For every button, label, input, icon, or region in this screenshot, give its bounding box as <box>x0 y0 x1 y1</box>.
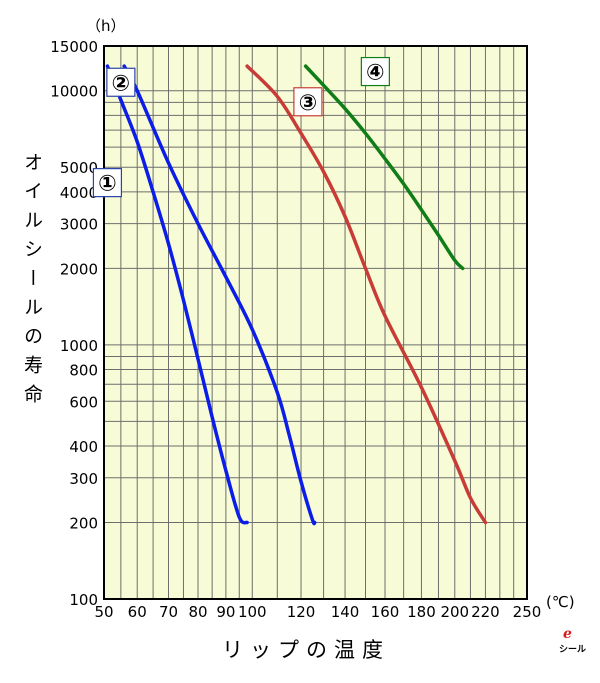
x-tick-label: 70 <box>159 603 178 621</box>
x-tick-label: 60 <box>128 603 147 621</box>
y-unit-label: （h） <box>86 17 126 35</box>
series-label: ③ <box>299 91 318 116</box>
logo-mark: e <box>563 626 572 642</box>
y-tick-label: 15000 <box>50 38 98 56</box>
y-tick-label: 1000 <box>60 337 98 355</box>
x-tick-label: 90 <box>216 603 235 621</box>
logo-text: シール <box>559 644 586 655</box>
series-line <box>303 64 465 271</box>
y-tick-label: 300 <box>69 470 98 488</box>
series-line <box>105 64 249 525</box>
series-label: ① <box>98 172 117 197</box>
x-tick-label: 160 <box>371 603 400 621</box>
x-tick-label: 250 <box>513 603 542 621</box>
y-tick-label: 4000 <box>60 184 98 202</box>
series-line <box>245 64 488 525</box>
y-tick-label: 3000 <box>60 216 98 234</box>
y-tick-label: 10000 <box>50 83 98 101</box>
series-label: ④ <box>366 61 385 86</box>
x-tick-label: 80 <box>188 603 207 621</box>
x-unit-label: (℃) <box>546 593 575 611</box>
grid <box>103 45 528 600</box>
series-label-box <box>293 87 323 117</box>
x-tick-label: 120 <box>287 603 316 621</box>
y-tick-label: 800 <box>69 362 98 380</box>
x-tick-label: 180 <box>407 603 436 621</box>
x-tick-label: 100 <box>238 603 267 621</box>
series-labels: ① ② ③ ④ <box>92 56 390 198</box>
series-label-box <box>92 168 123 198</box>
x-tick-labels: 50 60 70 80 90 100 120 140 160 180 200 220 250 <box>94 603 541 621</box>
series-label-box <box>360 56 390 87</box>
y-tick-label: 400 <box>69 438 98 456</box>
y-tick-label: 2000 <box>60 260 98 278</box>
plot-background <box>104 46 527 599</box>
series-label-box <box>106 67 136 97</box>
x-axis-title: リップの温度 <box>222 638 390 662</box>
y-tick-labels: 100 200 300 400 600 800 1000 2000 3000 4000 5000 10… <box>50 38 98 609</box>
series-label: ② <box>112 71 131 96</box>
y-tick-label: 5000 <box>60 159 98 177</box>
x-tick-label: 200 <box>440 603 469 621</box>
x-tick-label: 140 <box>331 603 360 621</box>
y-axis-title: オイルシールの寿命 <box>21 152 43 413</box>
logo: e シール <box>559 626 586 655</box>
y-tick-label: 100 <box>69 591 98 609</box>
x-tick-label: 220 <box>471 603 500 621</box>
plot-frame <box>103 45 528 600</box>
x-tick-label: 50 <box>94 603 113 621</box>
curves <box>105 64 488 526</box>
y-tick-label: 200 <box>69 515 98 533</box>
series-line <box>122 64 317 526</box>
y-tick-label: 600 <box>69 393 98 411</box>
